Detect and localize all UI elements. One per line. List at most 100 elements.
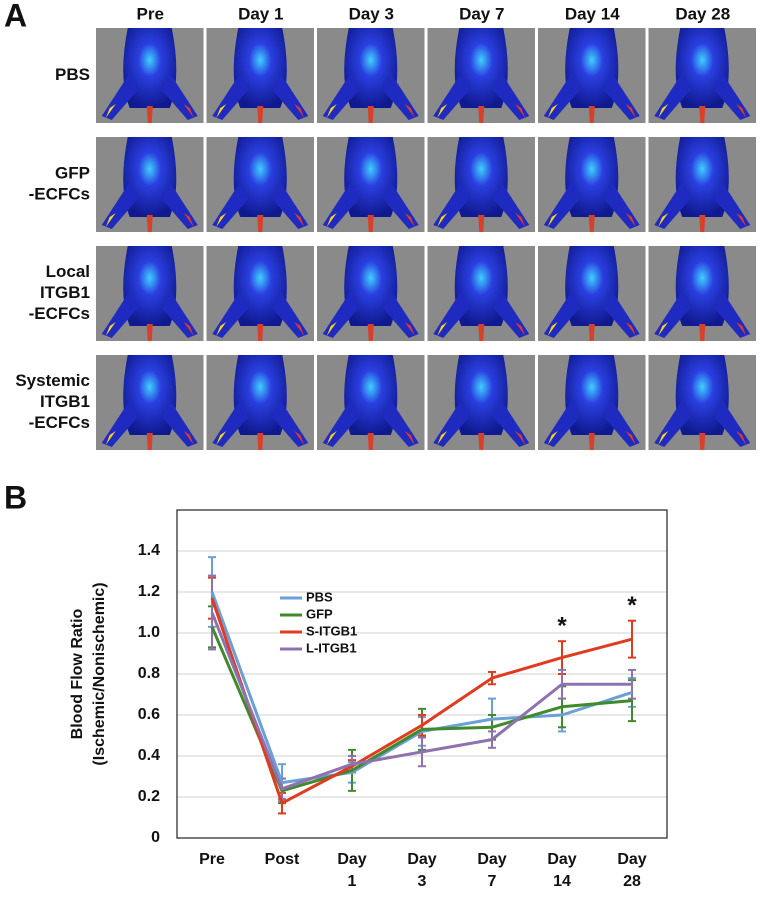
column-header: Pre xyxy=(137,4,164,23)
perfusion-image xyxy=(206,28,314,123)
panel-label: A xyxy=(4,0,27,33)
mouse-tail xyxy=(478,324,485,341)
hot-spot xyxy=(105,104,116,118)
mouse-tail xyxy=(257,324,264,341)
mouse-tail xyxy=(478,433,485,450)
hot-spot xyxy=(183,322,194,336)
perfusion-image xyxy=(538,246,646,341)
hot-spot xyxy=(183,104,194,118)
hot-spot xyxy=(294,431,305,445)
perfusion-image xyxy=(317,355,425,450)
perfusion-image xyxy=(96,246,204,341)
perfusion-image xyxy=(648,28,756,123)
column-header: Day 3 xyxy=(349,4,394,23)
hot-spot xyxy=(736,104,747,118)
hot-spot xyxy=(404,104,415,118)
mouse-tail xyxy=(146,324,153,341)
series-line xyxy=(210,591,633,785)
hot-spot xyxy=(515,431,526,445)
column-header: Day 1 xyxy=(238,4,283,23)
y-tick-label: 0.4 xyxy=(138,747,160,764)
hot-spot xyxy=(625,213,636,227)
column-header: Day 7 xyxy=(459,4,504,23)
mouse-tail xyxy=(146,215,153,232)
y-axis-label: Blood Flow Ratio xyxy=(69,608,86,739)
hot-spot xyxy=(326,322,337,336)
y-tick-label: 1.2 xyxy=(138,583,160,600)
x-tick-label: Day xyxy=(477,851,506,868)
hot-spot xyxy=(326,431,337,445)
hot-spot xyxy=(515,322,526,336)
hot-spot xyxy=(437,104,448,118)
perfusion-image xyxy=(206,246,314,341)
perfusion-image xyxy=(648,246,756,341)
hot-spot xyxy=(105,431,116,445)
hot-spot xyxy=(547,322,558,336)
mouse-tail xyxy=(588,433,595,450)
hot-spot xyxy=(294,213,305,227)
hot-spot xyxy=(183,213,194,227)
mouse-tail xyxy=(367,324,374,341)
hot-spot xyxy=(625,104,636,118)
hot-spot xyxy=(183,431,194,445)
perfusion-image xyxy=(538,28,646,123)
mouse-tail xyxy=(588,324,595,341)
hot-spot xyxy=(326,104,337,118)
x-tick-label: 28 xyxy=(623,873,641,890)
mouse-tail xyxy=(478,215,485,232)
row-label: -ECFCs xyxy=(29,413,90,432)
y-tick-label: 1.4 xyxy=(138,542,160,559)
perfusion-image xyxy=(317,28,425,123)
hot-spot xyxy=(404,322,415,336)
hot-spot xyxy=(216,322,227,336)
hot-spot xyxy=(658,104,669,118)
x-tick-label: Day xyxy=(337,851,366,868)
series-line xyxy=(210,626,633,793)
hot-spot xyxy=(547,104,558,118)
row-label: Local xyxy=(46,262,90,281)
panel-label: B xyxy=(4,479,27,515)
hot-spot xyxy=(625,322,636,336)
hot-spot xyxy=(625,431,636,445)
mouse-tail xyxy=(699,324,706,341)
y-tick-label: 0.2 xyxy=(138,788,160,805)
row-label: -ECFCs xyxy=(29,304,90,323)
perfusion-image xyxy=(538,355,646,450)
legend-label: PBS xyxy=(306,589,333,604)
perfusion-image xyxy=(427,355,535,450)
perfusion-image xyxy=(648,355,756,450)
row-label: -ECFCs xyxy=(29,184,90,203)
perfusion-image xyxy=(96,28,204,123)
hot-spot xyxy=(736,322,747,336)
hot-spot xyxy=(105,213,116,227)
row-label: Systemic xyxy=(15,371,90,390)
series-line xyxy=(210,597,633,805)
hot-spot xyxy=(658,213,669,227)
hot-spot xyxy=(404,213,415,227)
perfusion-image xyxy=(206,355,314,450)
y-tick-label: 0.8 xyxy=(138,665,160,682)
mouse-tail xyxy=(588,106,595,123)
significance-mark: * xyxy=(557,613,567,640)
mouse-tail xyxy=(367,106,374,123)
y-axis-label: (Ischemic/Nonischemic) xyxy=(91,582,108,765)
mouse-tail xyxy=(367,433,374,450)
hot-spot xyxy=(547,431,558,445)
perfusion-image xyxy=(427,137,535,232)
row-label: GFP xyxy=(55,163,90,182)
mouse-tail xyxy=(367,215,374,232)
x-tick-label: Pre xyxy=(199,851,225,868)
mouse-tail xyxy=(699,215,706,232)
hot-spot xyxy=(658,431,669,445)
hot-spot xyxy=(294,104,305,118)
perfusion-image xyxy=(538,137,646,232)
x-tick-label: 3 xyxy=(418,873,427,890)
hot-spot xyxy=(216,104,227,118)
row-label: ITGB1 xyxy=(40,392,90,411)
y-tick-label: 0 xyxy=(151,829,160,846)
y-tick-label: 1.0 xyxy=(138,624,160,641)
mouse-tail xyxy=(588,215,595,232)
legend-label: S-ITGB1 xyxy=(306,623,357,638)
x-tick-label: Day xyxy=(547,851,576,868)
hot-spot xyxy=(736,431,747,445)
